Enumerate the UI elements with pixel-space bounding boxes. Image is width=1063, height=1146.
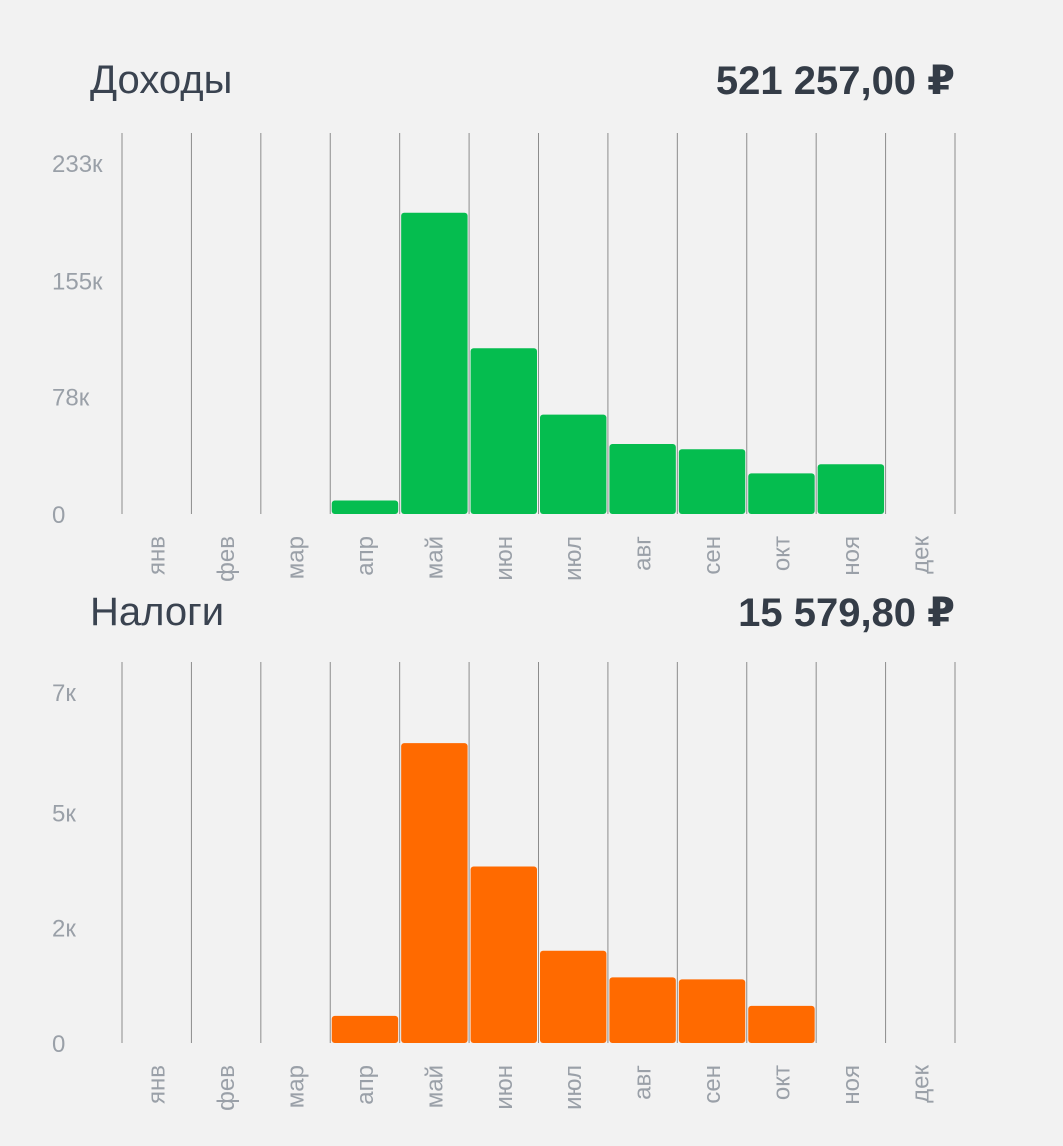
income-x-tick-label: апр <box>352 536 379 576</box>
income-y-tick-label: 155к <box>52 269 103 296</box>
taxes-x-tick-label: май <box>421 1065 448 1108</box>
income-y-tick-label: 78к <box>52 384 90 411</box>
taxes-bar-июл <box>540 950 607 1043</box>
income-x-tick-label: окт <box>768 536 795 571</box>
income-bar-ноя <box>817 464 885 514</box>
taxes-title: Налоги <box>90 590 225 634</box>
taxes-x-tick-label: мар <box>283 1065 310 1108</box>
income-x-tick-label: ноя <box>838 536 865 576</box>
income-x-tick-label: янв <box>144 536 171 575</box>
income-x-tick-label: сен <box>699 536 726 575</box>
taxes-x-tick-label: фев <box>213 1065 240 1111</box>
income-title: Доходы <box>90 58 233 102</box>
taxes-x-tick-label: июл <box>560 1065 587 1110</box>
income-x-tick-label: мар <box>283 536 310 579</box>
taxes-chart: 0 2к 5к 7к янв фев мар апр май июн июл авг сен окт ноя… <box>52 662 956 1111</box>
taxes-y-tick-label: 5к <box>52 800 76 827</box>
taxes-x-tick-label: апр <box>352 1065 379 1105</box>
taxes-bar-апр <box>331 1015 399 1043</box>
taxes-x-tick-label: июн <box>491 1065 518 1110</box>
taxes-y-tick-label: 0 <box>52 1031 65 1058</box>
income-x-tick-label: июл <box>560 536 587 581</box>
taxes-bar-авг <box>609 977 676 1043</box>
taxes-bar-сен <box>678 979 746 1043</box>
taxes-section: Налоги 15 579,80 ₽ 0 2к 5к 7к янв фев мар апр ма… <box>0 590 1063 1146</box>
income-bar-апр <box>331 500 399 514</box>
income-y-tick-label: 233к <box>52 151 103 178</box>
income-bar-июн <box>470 348 537 514</box>
income-x-tick-label: фев <box>213 536 240 582</box>
taxes-y-tick-label: 2к <box>52 916 76 943</box>
income-x-tick-label: май <box>421 536 448 579</box>
income-x-tick-label: дек <box>907 536 934 574</box>
taxes-x-tick-label: сен <box>699 1065 726 1104</box>
income-total: 521 257,00 ₽ <box>715 59 955 103</box>
income-bar-окт <box>748 473 815 514</box>
income-section: Доходы 521 257,00 ₽ 0 78к 155к 233к янв фев ма… <box>52 58 956 582</box>
taxes-y-tick-label: 7к <box>52 680 76 707</box>
taxes-x-tick-label: дек <box>907 1065 934 1103</box>
income-bar-июл <box>540 414 607 514</box>
taxes-bar-май <box>401 743 468 1043</box>
income-bar-авг <box>609 443 676 514</box>
taxes-x-tick-label: ноя <box>838 1065 865 1105</box>
taxes-x-tick-label: янв <box>144 1065 171 1104</box>
taxes-bar-июн <box>470 866 537 1043</box>
taxes-x-tick-label: авг <box>630 1065 657 1100</box>
income-bar-сен <box>678 449 746 514</box>
taxes-total: 15 579,80 ₽ <box>738 591 955 635</box>
taxes-bar-окт <box>748 1005 815 1043</box>
income-chart: 0 78к 155к 233к янв фев мар апр май июн июл авг сен о… <box>52 133 956 582</box>
income-y-tick-label: 0 <box>52 502 65 529</box>
income-x-tick-label: авг <box>630 536 657 571</box>
income-x-tick-label: июн <box>491 536 518 581</box>
income-bar-май <box>401 212 468 514</box>
taxes-x-tick-label: окт <box>768 1065 795 1100</box>
